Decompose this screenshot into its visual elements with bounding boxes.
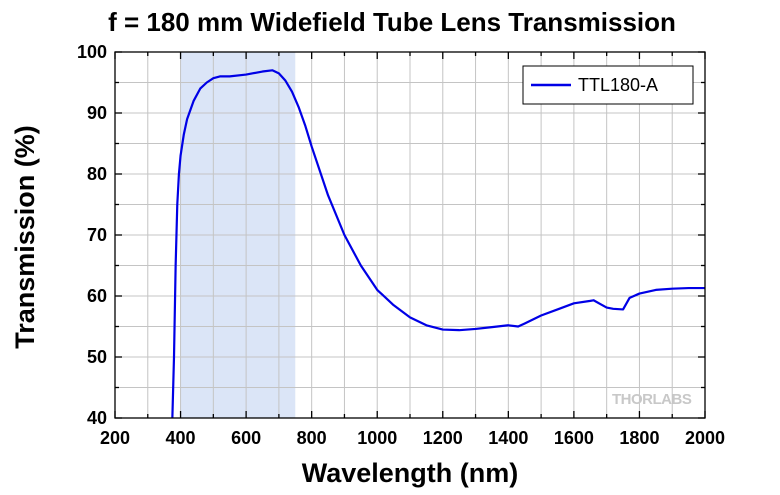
y-tick-label: 70	[87, 225, 107, 245]
y-tick-label: 50	[87, 347, 107, 367]
y-tick-label: 100	[77, 42, 107, 62]
x-tick-label: 200	[100, 428, 130, 448]
x-tick-label: 1800	[619, 428, 659, 448]
x-tick-label: 600	[231, 428, 261, 448]
thorlabs-logo: THORLABS	[612, 391, 692, 408]
chart-title: f = 180 mm Widefield Tube Lens Transmiss…	[108, 7, 676, 37]
plot-frame	[114, 51, 706, 419]
y-tick-label: 40	[87, 408, 107, 428]
x-tick-label: 1000	[357, 428, 397, 448]
x-tick-labels: 200 400 600 800 1000 1200 1400 1600 1800 2000	[100, 428, 725, 448]
x-axis-title: Wavelength (nm)	[302, 458, 519, 488]
x-tick-label: 800	[297, 428, 327, 448]
y-tick-labels: 40 50 60 70 80 90 100	[77, 42, 107, 428]
x-tick-label: 1200	[423, 428, 463, 448]
x-tick-label: 1600	[554, 428, 594, 448]
series-line-ttl180-a	[171, 69, 705, 419]
y-tick-label: 90	[87, 103, 107, 123]
y-tick-label: 60	[87, 286, 107, 306]
y-axis-title: Transmission (%)	[10, 125, 40, 349]
x-tick-label: 1400	[488, 428, 528, 448]
x-tick-label: 400	[166, 428, 196, 448]
x-tick-label: 2000	[685, 428, 725, 448]
legend: TTL180-A	[522, 65, 694, 105]
legend-label: TTL180-A	[578, 75, 658, 95]
y-tick-label: 80	[87, 164, 107, 184]
